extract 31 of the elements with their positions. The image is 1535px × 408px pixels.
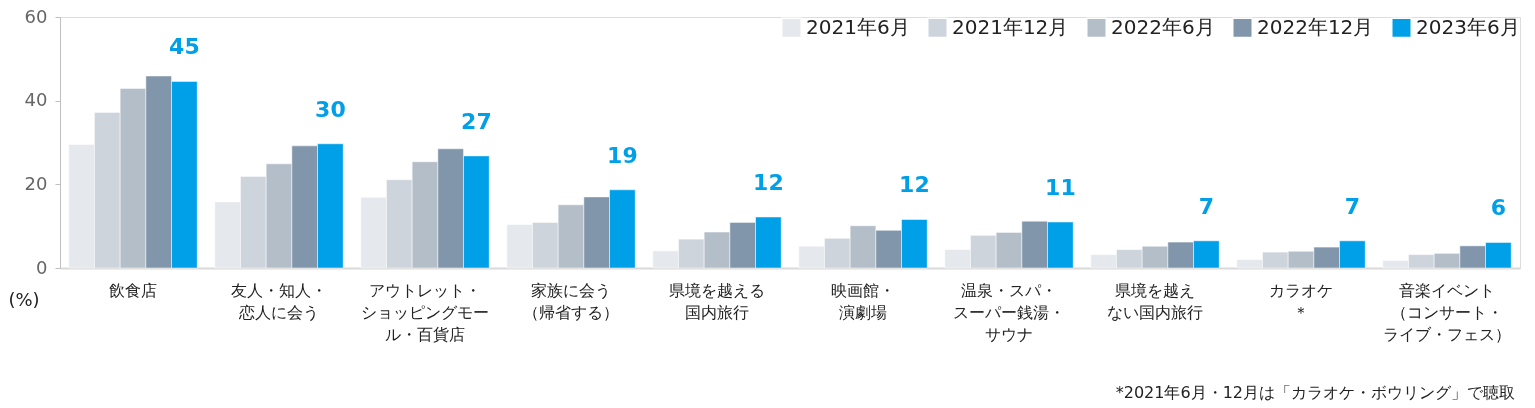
legend-label: 2022年6月 (1111, 14, 1215, 39)
legend-label: 2023年6月 (1416, 14, 1520, 39)
text: *2021年6月・12月は「カラオケ・ボウリング」で聴取 (1115, 383, 1515, 402)
x-tick-label: 家族に会う（帰省する） (523, 280, 619, 322)
x-tick-label: 友人・知人・恋人に会う (231, 280, 327, 322)
y-tick-label: 20 (24, 172, 48, 194)
x-tick-label: 映画館・演劇場 (831, 280, 895, 322)
x-tick-label: 県境を越えない国内旅行 (1107, 280, 1203, 322)
data-label: 30 (315, 96, 346, 122)
x-tick-label: 温泉・スパ・スーパー銭湯・サウナ (953, 280, 1065, 344)
data-label: 11 (1045, 174, 1076, 200)
data-label: 7 (1198, 193, 1215, 219)
x-tick-label: 県境を越える国内旅行 (669, 280, 765, 322)
y-tick-label: 40 (24, 89, 48, 111)
x-tick-label: カラオケ＊ (1269, 280, 1333, 322)
x-tick-label: 音楽イベント（コンサート・ライブ・フェス） (1383, 280, 1511, 344)
legend-label: 2021年12月 (952, 14, 1069, 39)
data-label: 7 (1344, 193, 1361, 219)
data-label: 19 (607, 142, 638, 168)
data-label: 6 (1490, 195, 1507, 221)
x-tick-label: アウトレット・ショッピングモール・百貨店 (361, 280, 489, 344)
data-label: 12 (753, 169, 784, 195)
y-tick-label: 0 (36, 256, 48, 278)
data-label: 45 (169, 34, 200, 60)
x-tick-label: 飲食店 (109, 280, 157, 300)
data-label: 27 (461, 108, 492, 134)
text: (%) (8, 289, 40, 310)
legend-label: 2021年6月 (806, 14, 910, 39)
y-tick-label: 60 (24, 5, 48, 27)
legend-label: 2022年12月 (1257, 14, 1374, 39)
data-label: 12 (899, 172, 930, 198)
